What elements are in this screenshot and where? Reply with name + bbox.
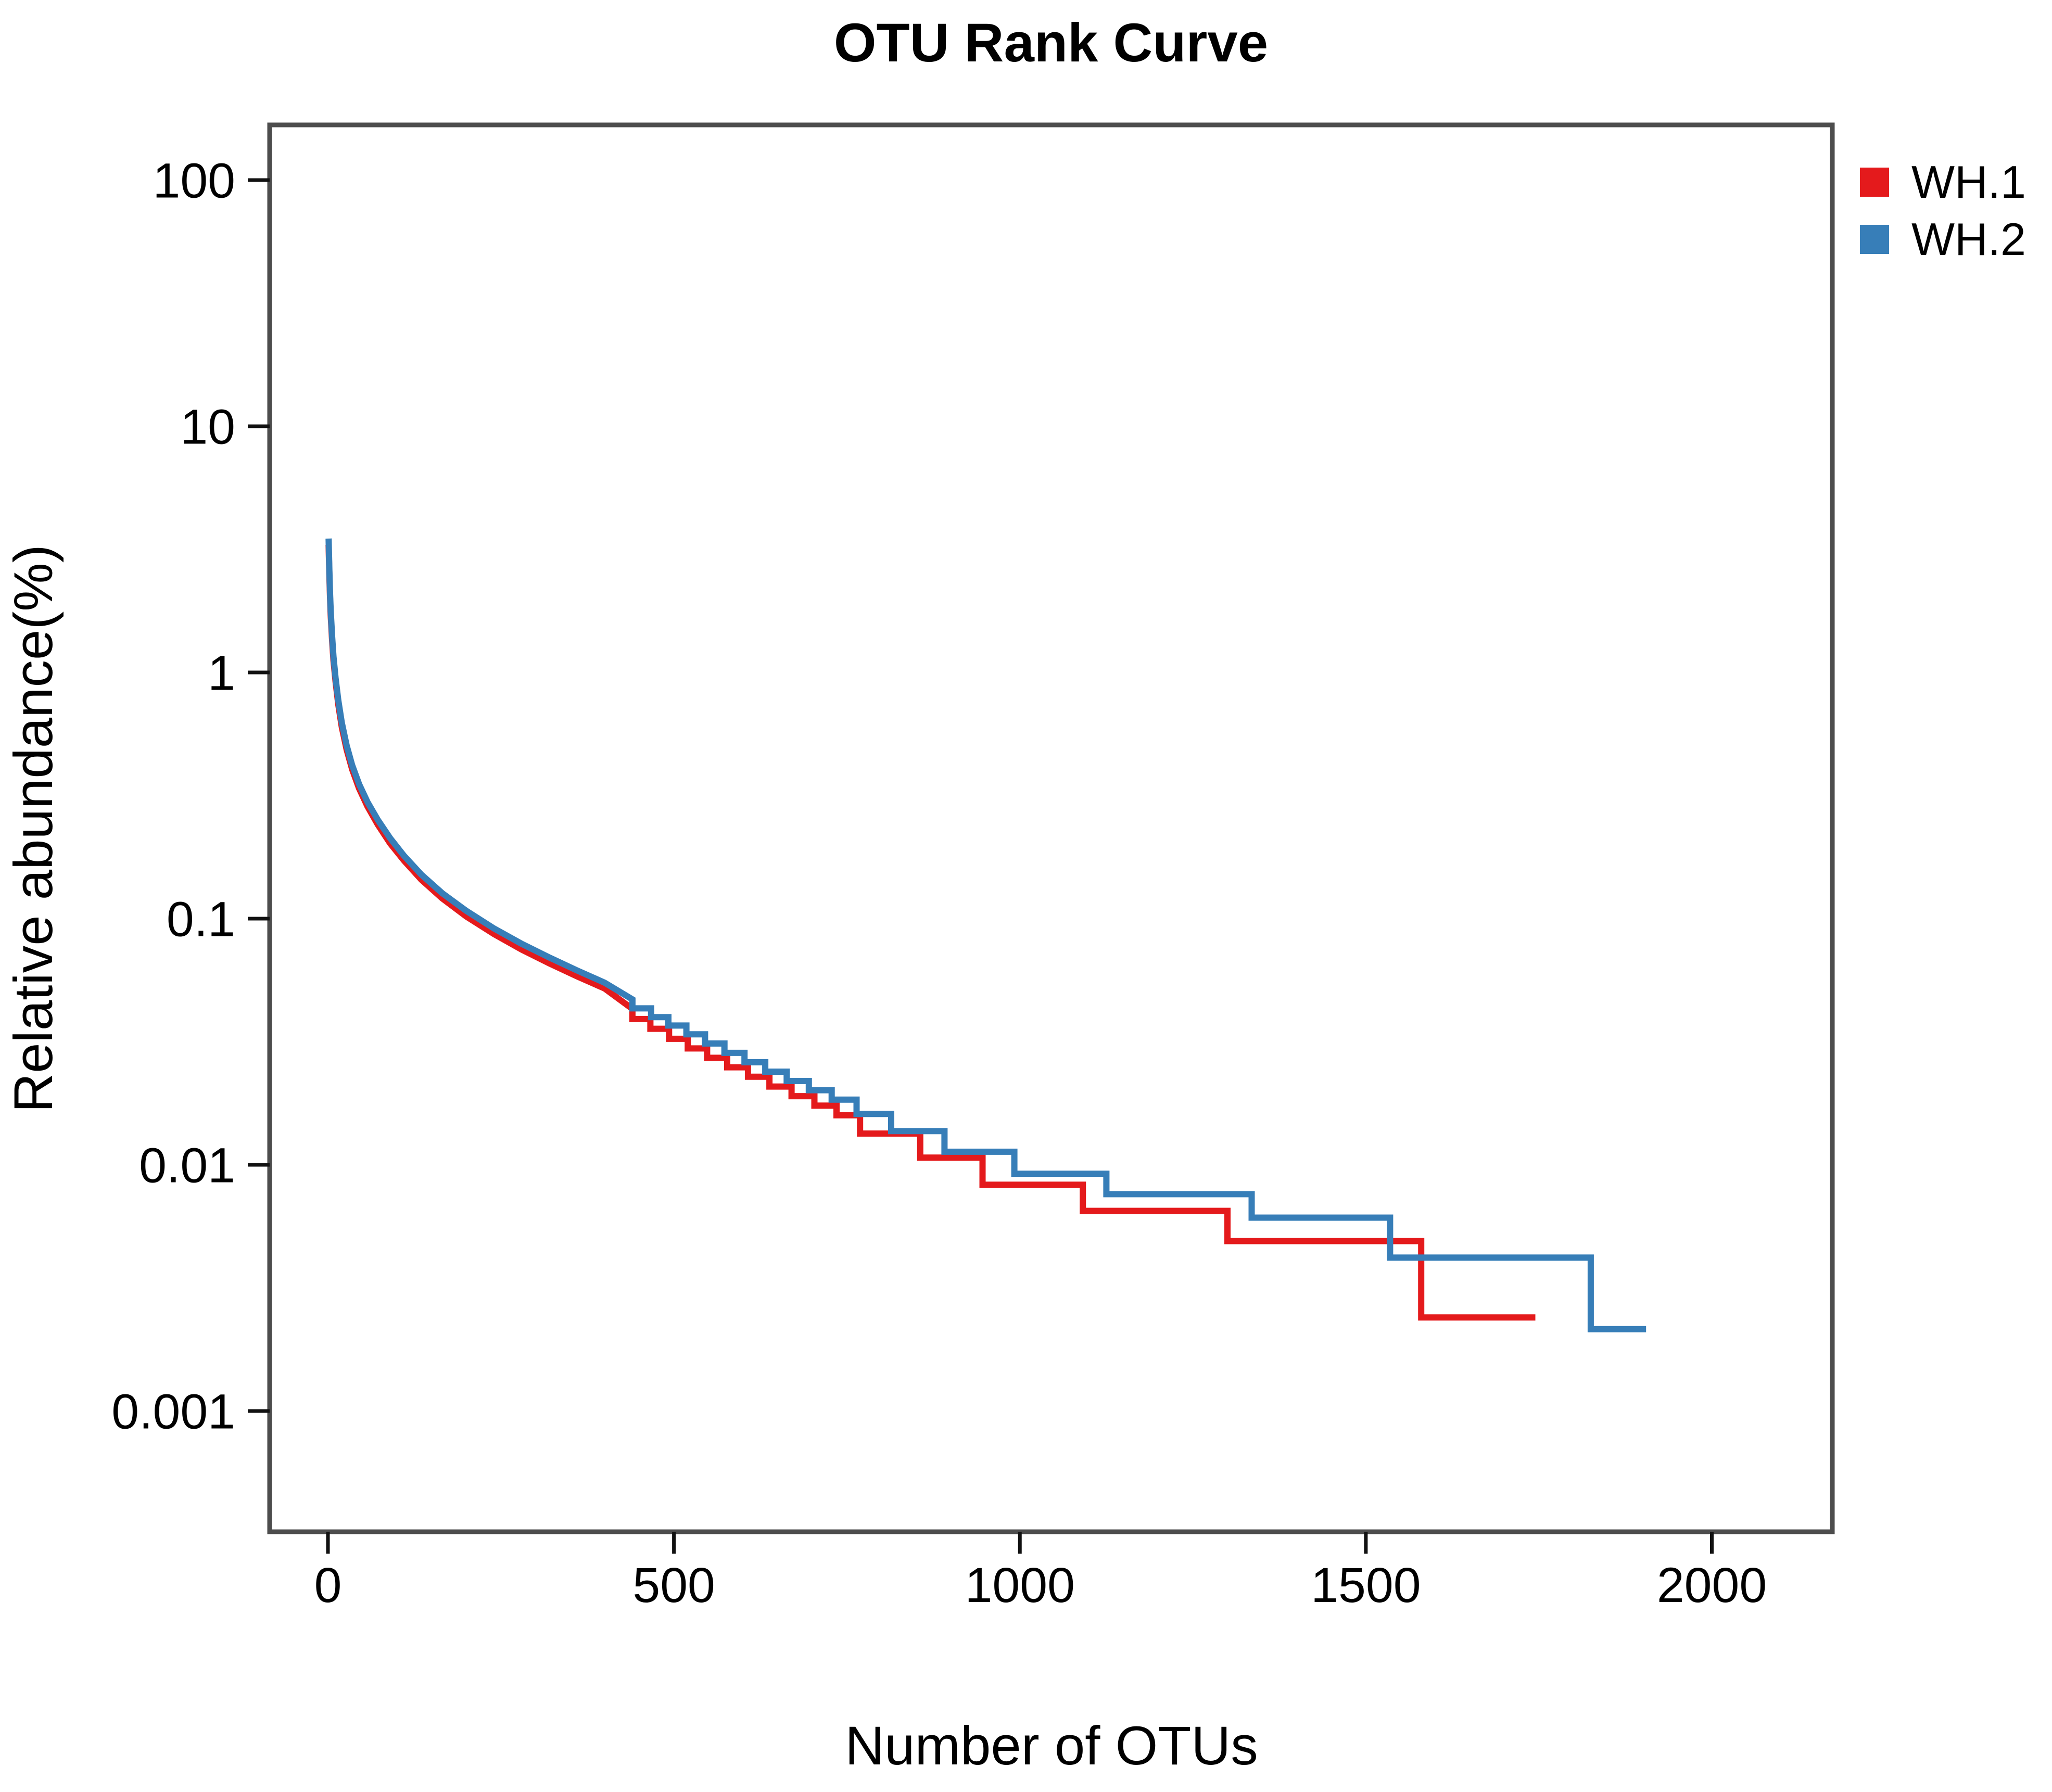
x-axis-tick-label: 500 xyxy=(632,1558,715,1613)
y-axis-tick-label: 0.001 xyxy=(111,1384,235,1439)
y-axis-label: Relative abundance(%) xyxy=(3,544,64,1112)
plot-border xyxy=(267,122,1835,1534)
x-axis-tick-label: 1000 xyxy=(965,1558,1075,1613)
x-axis-tick-label: 0 xyxy=(314,1558,342,1613)
x-axis-tick-label: 2000 xyxy=(1657,1558,1767,1613)
legend-swatch-wh-2 xyxy=(1860,225,1889,254)
x-axis-label: Number of OTUs xyxy=(845,1715,1258,1776)
y-axis-tick-label: 0.01 xyxy=(139,1138,235,1193)
y-axis-tick-label: 10 xyxy=(180,399,235,454)
series-line-wh-2 xyxy=(325,538,1646,1332)
y-axis-tick-label: 100 xyxy=(153,153,235,208)
x-axis-tick-label: 1500 xyxy=(1311,1558,1421,1613)
legend-swatch-wh-1 xyxy=(1860,168,1889,197)
y-axis-tick-label: 0.1 xyxy=(167,892,235,947)
chart-title: OTU Rank Curve xyxy=(834,12,1268,73)
legend-label-wh-2: WH.2 xyxy=(1911,213,2026,265)
legend-label-wh-1: WH.1 xyxy=(1911,156,2026,208)
y-axis-tick-label: 1 xyxy=(208,645,235,701)
